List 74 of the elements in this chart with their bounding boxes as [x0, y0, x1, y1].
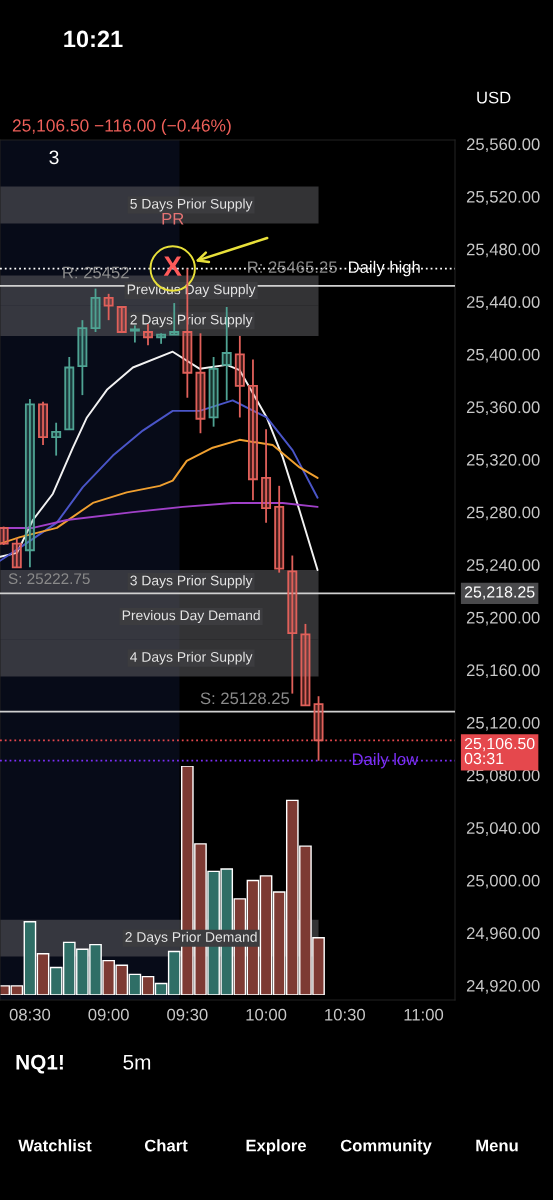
- band-label: 3 Days Prior Supply: [130, 575, 253, 589]
- annotation: Daily high: [348, 260, 420, 277]
- y-tick-label: 25,240.00: [466, 559, 540, 573]
- band-label: Previous Day Demand: [122, 610, 260, 623]
- candlestick: [274, 484, 285, 574]
- candlestick: [24, 398, 35, 569]
- text: NQ1!: [16, 1054, 63, 1074]
- y-tick-label: 25,560.00: [466, 138, 540, 153]
- text: USD: [477, 91, 511, 104]
- band-label: 4 Days Prior Supply: [130, 651, 253, 665]
- y-tick-label: 25,440.00: [466, 296, 540, 310]
- y-tick-label: 25,400.00: [466, 348, 540, 363]
- annotation: S: 25222.75: [8, 573, 90, 585]
- candlestick: [129, 324, 140, 344]
- chart-subtitle: 25,106.50 −116.00 (−0.46%): [12, 118, 231, 136]
- candlestick: [156, 332, 167, 345]
- candlestick: [313, 695, 324, 762]
- text: 5m: [123, 1055, 151, 1070]
- band-label: 2 Days Prior Demand: [125, 931, 257, 945]
- ref-line-label: 25,106.50 03:31: [464, 737, 535, 765]
- y-tick-label: 25,200.00: [466, 611, 540, 626]
- x-tick-label: 10:00: [246, 1008, 287, 1021]
- x-tick-label: 11:00: [404, 1008, 444, 1021]
- candlestick: [261, 428, 272, 524]
- text: Menu: [476, 1139, 518, 1152]
- x-tick-label: 09:30: [167, 1008, 208, 1021]
- candlestick: [64, 356, 75, 431]
- x-tick-label: 09:00: [88, 1008, 129, 1021]
- annotation: X: [163, 256, 182, 276]
- y-tick-label: 25,360.00: [466, 401, 540, 416]
- text: Watchlist: [18, 1139, 92, 1152]
- candlestick: [234, 335, 245, 419]
- text: Community: [340, 1139, 432, 1155]
- y-tick-label: 25,520.00: [466, 190, 540, 205]
- x-tick-label: 10:30: [325, 1008, 365, 1021]
- candlestick: [116, 306, 127, 333]
- line-series: [0, 350, 319, 571]
- text: Chart: [144, 1139, 188, 1152]
- y-tick-label: 24,920.00: [466, 979, 540, 994]
- text: 10:21: [64, 30, 123, 48]
- candlestick: [208, 356, 219, 428]
- band-label: 5 Days Prior Supply: [130, 198, 253, 212]
- candlestick: [51, 421, 62, 457]
- candlestick: [300, 623, 311, 707]
- line-series: [0, 438, 319, 545]
- annotation: S: 25128.25: [200, 692, 290, 705]
- y-tick-label: 25,280.00: [466, 506, 540, 521]
- y-tick-label: 24,960.00: [466, 927, 540, 942]
- annotation: R: 25465.25: [248, 261, 337, 274]
- line-series: [0, 501, 319, 529]
- candlestick: [38, 400, 48, 446]
- ref-line-label: 25,218.25: [464, 586, 535, 600]
- y-tick-label: 25,000.00: [466, 874, 540, 889]
- line-series: [0, 399, 319, 562]
- candlestick: [0, 525, 9, 546]
- candlestick: [11, 537, 22, 569]
- candlestick: [90, 287, 101, 333]
- candlestick: [287, 554, 298, 695]
- y-tick-label: 25,080.00: [466, 769, 540, 784]
- annotation: PR: [162, 213, 184, 225]
- y-tick-label: 25,120.00: [466, 716, 540, 731]
- candlestick: [247, 358, 258, 502]
- candlestick: [103, 292, 114, 322]
- annotation: Daily low: [352, 752, 419, 769]
- y-tick-label: 25,160.00: [466, 664, 540, 679]
- text: Explore: [246, 1139, 306, 1155]
- annotation: 3: [49, 150, 59, 165]
- candlestick: [195, 332, 206, 435]
- x-tick-label: 08:30: [9, 1008, 51, 1021]
- y-tick-label: 25,320.00: [466, 453, 540, 468]
- annotation: R: 25452: [63, 266, 129, 279]
- y-tick-label: 25,480.00: [466, 243, 540, 258]
- y-tick-label: 25,040.00: [466, 822, 540, 836]
- candlestick: [77, 319, 88, 397]
